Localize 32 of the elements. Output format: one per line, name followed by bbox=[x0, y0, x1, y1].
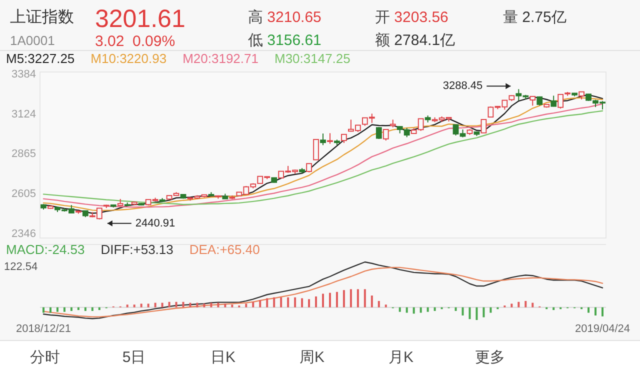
text: 1A0001 bbox=[10, 33, 55, 48]
text: 分时 bbox=[30, 349, 60, 366]
text: 高 3210.65 bbox=[248, 9, 322, 26]
text: 3.02 0.09% bbox=[95, 33, 176, 50]
legend: DEA:+65.40 bbox=[189, 242, 260, 257]
y-tick-label: 2605 bbox=[12, 188, 36, 200]
legend: MACD:-24.53 bbox=[6, 242, 85, 257]
text: 5日 bbox=[122, 349, 146, 366]
annotation: 2440.91 bbox=[135, 217, 176, 230]
text: 上证指数 bbox=[10, 8, 74, 26]
text: 月K bbox=[388, 349, 414, 366]
text: 开 3203.56 bbox=[375, 9, 448, 26]
text: 3201.61 bbox=[95, 5, 186, 33]
text: 更多 bbox=[475, 349, 505, 366]
y-tick-label: 3124 bbox=[12, 108, 36, 120]
text: 122.54 bbox=[4, 261, 38, 273]
y-tick-label: 2865 bbox=[12, 148, 36, 160]
y-tick-label: 3384 bbox=[12, 68, 36, 80]
text: 额 2784.1亿 bbox=[375, 32, 456, 49]
legend: M30:3147.25 bbox=[274, 51, 350, 66]
legend: M5:3227.25 bbox=[6, 51, 75, 66]
text: 量 2.75亿 bbox=[503, 9, 566, 26]
x-tick-label: 2018/12/21 bbox=[16, 323, 72, 335]
y-tick-label: 2346 bbox=[12, 228, 36, 240]
text: 周K bbox=[299, 349, 325, 366]
text: 低 3156.61 bbox=[248, 32, 322, 49]
legend: M20:3192.71 bbox=[182, 51, 258, 66]
legend: DIFF:+53.13 bbox=[100, 242, 174, 257]
annotation: 3288.45 bbox=[442, 80, 483, 92]
legend: M10:3220.93 bbox=[90, 51, 167, 66]
x-tick-label: 2019/04/24 bbox=[574, 323, 630, 335]
text: 日K bbox=[210, 349, 236, 366]
